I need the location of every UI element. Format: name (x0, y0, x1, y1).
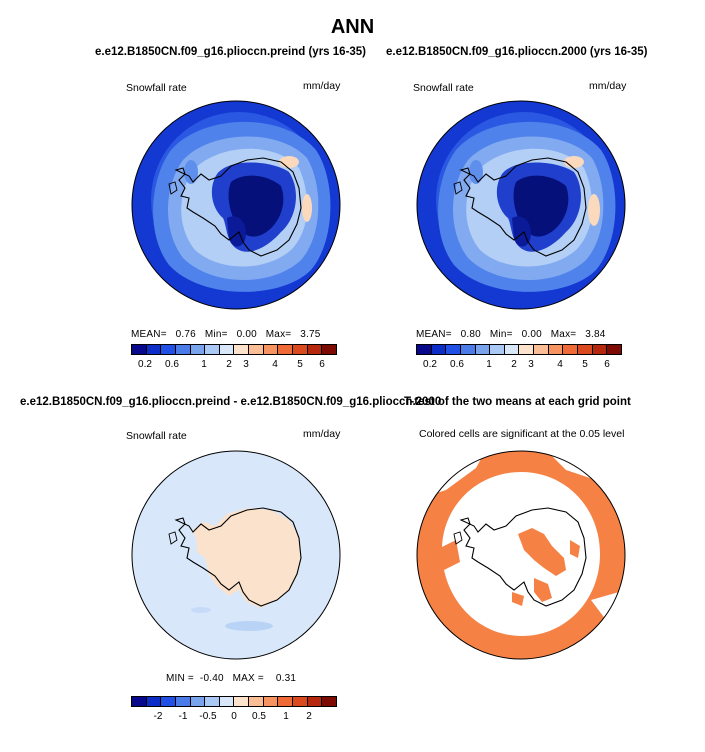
colorbar-swatch (307, 345, 323, 354)
colorbar-swatch (249, 345, 264, 354)
panel1-colorbar-tick: 0.6 (165, 359, 179, 370)
panel3-stats: MIN = -0.40 MAX = 0.31 (166, 673, 297, 684)
panel3-units-label: mm/day (303, 428, 341, 440)
colorbar-swatch (263, 345, 279, 354)
colorbar-swatch (234, 697, 250, 706)
panel1-variable-label: Snowfall rate (126, 82, 187, 94)
colorbar-swatch (234, 345, 250, 354)
panel4-case-title: T-test of the two means at each grid poi… (404, 396, 631, 408)
colorbar-swatch (278, 345, 294, 354)
panel1-stats: MEAN= 0.76 Min= 0.00 Max= 3.75 (131, 329, 321, 340)
panel3-variable-label: Snowfall rate (126, 430, 187, 442)
panel2-colorbar-tick: 3 (528, 359, 534, 370)
panel1-colorbar-tick: 0.2 (138, 359, 152, 370)
panel2-colorbar-tick: 2 (511, 359, 517, 370)
panel2-case-title: e.e12.B1850CN.f09_g16.plioccn.2000 (yrs … (386, 46, 648, 58)
colorbar-swatch (519, 345, 535, 354)
panel2-units-label: mm/day (589, 80, 627, 92)
colorbar-swatch (490, 345, 505, 354)
panel2-variable-label: Snowfall rate (413, 82, 474, 94)
colorbar-swatch (592, 345, 608, 354)
colorbar-swatch (460, 345, 476, 354)
colorbar-swatch (263, 697, 279, 706)
colorbar-swatch (132, 345, 147, 354)
panel3-colorbar (131, 696, 337, 707)
colorbar-swatch (161, 697, 176, 706)
colorbar-swatch (278, 697, 294, 706)
panel1-colorbar-tick: 5 (297, 359, 303, 370)
panel1-colorbar (131, 344, 337, 355)
panel3-map (131, 450, 341, 660)
colorbar-swatch (431, 345, 447, 354)
colorbar-swatch (563, 345, 579, 354)
colorbar-swatch (307, 697, 323, 706)
panel1-colorbar-tick: 6 (319, 359, 325, 370)
panel3-colorbar-tick: -1 (178, 711, 188, 722)
panel2-colorbar-tick: 0.2 (423, 359, 437, 370)
panel3-colorbar-tick: -0.5 (199, 711, 217, 722)
panel1-colorbar-tick: 2 (226, 359, 232, 370)
panel3-case-title: e.e12.B1850CN.f09_g16.plioccn.preind - e… (20, 396, 442, 408)
panel2-colorbar-tick: 6 (604, 359, 610, 370)
colorbar-swatch (446, 345, 461, 354)
panel1-units-label: mm/day (303, 80, 341, 92)
panel3-colorbar-tick: 0 (231, 711, 237, 722)
colorbar-swatch (475, 345, 491, 354)
panel4-map (416, 450, 626, 660)
colorbar-swatch (205, 345, 220, 354)
colorbar-swatch (578, 345, 593, 354)
panel1-colorbar-tick: 4 (272, 359, 278, 370)
panel1-case-title: e.e12.B1850CN.f09_g16.plioccn.preind (yr… (95, 46, 367, 58)
panel2-colorbar-tick: 5 (582, 359, 588, 370)
colorbar-swatch (607, 345, 621, 354)
colorbar-swatch (417, 345, 432, 354)
colorbar-swatch (190, 345, 206, 354)
panel1-map (131, 100, 341, 310)
panel1-colorbar-tick: 3 (243, 359, 249, 370)
page-title: ANN (330, 16, 375, 38)
colorbar-swatch (175, 697, 191, 706)
panel3-colorbar-tick: 2 (306, 711, 312, 722)
colorbar-swatch (219, 697, 235, 706)
colorbar-swatch (205, 697, 220, 706)
colorbar-swatch (146, 345, 162, 354)
colorbar-swatch (132, 697, 147, 706)
colorbar-swatch (504, 345, 520, 354)
panel2-colorbar-tick: 1 (486, 359, 492, 370)
panel4-subtitle: Colored cells are significant at the 0.0… (419, 428, 625, 440)
panel2-colorbar-tick: 4 (557, 359, 563, 370)
panel2-colorbar-tick: 0.6 (450, 359, 464, 370)
colorbar-swatch (322, 345, 336, 354)
panel1-colorbar-tick: 1 (201, 359, 207, 370)
colorbar-swatch (548, 345, 564, 354)
colorbar-swatch (219, 345, 235, 354)
panel2-stats: MEAN= 0.80 Min= 0.00 Max= 3.84 (416, 329, 606, 340)
colorbar-swatch (293, 345, 308, 354)
colorbar-swatch (534, 345, 549, 354)
colorbar-swatch (249, 697, 264, 706)
colorbar-swatch (146, 697, 162, 706)
colorbar-swatch (190, 697, 206, 706)
colorbar-swatch (322, 697, 336, 706)
panel3-colorbar-tick: 0.5 (252, 711, 266, 722)
panel2-map (416, 100, 626, 310)
panel2-colorbar (416, 344, 622, 355)
panel3-colorbar-tick: -2 (153, 711, 163, 722)
colorbar-swatch (161, 345, 176, 354)
colorbar-swatch (175, 345, 191, 354)
colorbar-swatch (293, 697, 308, 706)
panel3-colorbar-tick: 1 (283, 711, 289, 722)
